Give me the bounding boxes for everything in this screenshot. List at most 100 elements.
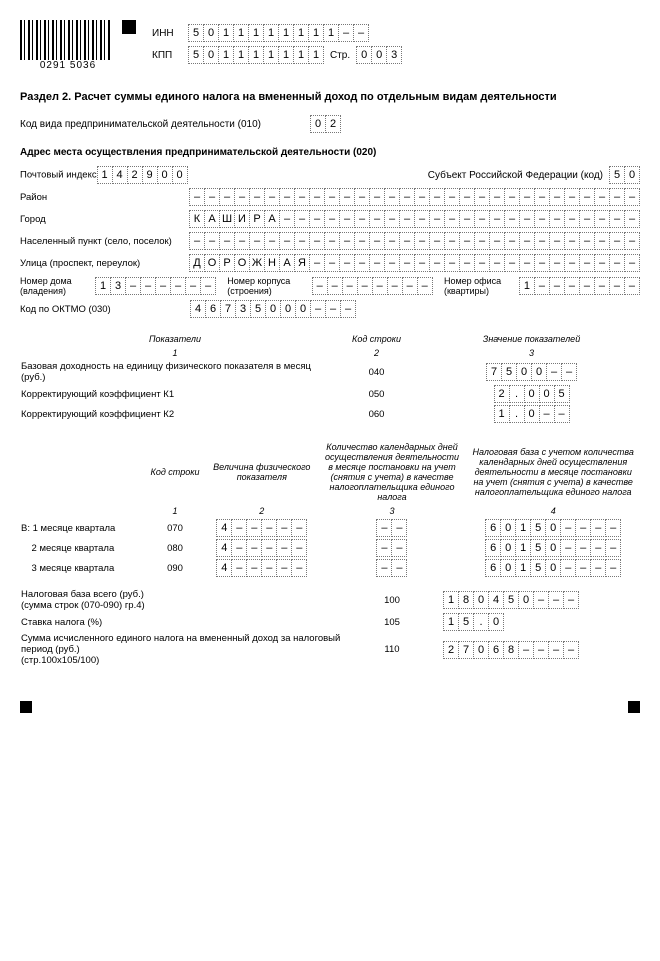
line-code: 060 xyxy=(330,404,423,424)
cell: 0 xyxy=(517,363,532,381)
cell: 1 xyxy=(279,24,294,42)
cell: – xyxy=(376,539,392,557)
oktmo-label: Код по ОКТМО (030) xyxy=(20,304,190,315)
cell: – xyxy=(126,277,141,295)
cell: – xyxy=(580,277,595,295)
cell: А xyxy=(280,254,295,272)
cell: – xyxy=(550,188,565,206)
cell: 5 xyxy=(188,46,204,64)
line-code: 080 xyxy=(144,538,206,558)
cell: – xyxy=(310,210,325,228)
cell: 5 xyxy=(251,300,266,318)
cell: 1 xyxy=(494,405,510,423)
cell: – xyxy=(606,539,621,557)
cell: – xyxy=(460,210,475,228)
cell: – xyxy=(576,519,591,537)
cell: – xyxy=(325,254,340,272)
cell: – xyxy=(576,559,591,577)
cell: 5 xyxy=(609,166,625,184)
cell: 8 xyxy=(504,641,519,659)
cell: – xyxy=(262,559,277,577)
cell: 0 xyxy=(281,300,296,318)
cell: 0 xyxy=(625,166,640,184)
cell: – xyxy=(277,519,292,537)
cell: 1 xyxy=(219,46,234,64)
cell: – xyxy=(400,188,415,206)
barcode: 0291 5036 xyxy=(20,20,116,71)
cell: 1 xyxy=(516,519,531,537)
cell: – xyxy=(561,539,576,557)
cell: – xyxy=(220,232,235,250)
cell: – xyxy=(232,559,247,577)
cell: – xyxy=(392,559,407,577)
cell: – xyxy=(340,232,355,250)
table-months: Код строкиВеличина физического показател… xyxy=(20,440,640,578)
cell: Н xyxy=(265,254,280,272)
cell: 0 xyxy=(546,539,561,557)
cell: 1 xyxy=(324,24,339,42)
cell: – xyxy=(340,254,355,272)
days-cells: –– xyxy=(376,539,407,557)
cell: – xyxy=(576,539,591,557)
cell: – xyxy=(292,539,307,557)
cell: 6 xyxy=(485,539,501,557)
cell: – xyxy=(376,559,392,577)
cell: 6 xyxy=(485,559,501,577)
cell: – xyxy=(445,232,460,250)
cell: – xyxy=(265,188,280,206)
cell: 1 xyxy=(95,277,111,295)
cell: – xyxy=(358,277,373,295)
cell: О xyxy=(235,254,250,272)
cell: – xyxy=(341,300,356,318)
base-cells: 60150–––– xyxy=(485,559,621,577)
cell: – xyxy=(550,232,565,250)
cell: – xyxy=(403,277,418,295)
city-cells: КАШИРА–––––––––––––––––––––––– xyxy=(189,210,640,228)
cell: – xyxy=(156,277,171,295)
cell: – xyxy=(400,254,415,272)
subject-cells: 50 xyxy=(609,166,640,184)
cell: – xyxy=(475,232,490,250)
oktmo-cells: 46735000––– xyxy=(190,300,356,318)
line-code: 110 xyxy=(361,632,423,667)
total-label: Налоговая база всего (руб.) (сумма строк… xyxy=(20,588,361,612)
cell: – xyxy=(292,519,307,537)
cell: А xyxy=(205,210,220,228)
cell: – xyxy=(415,232,430,250)
table-row: Сумма исчисленного единого налога на вме… xyxy=(20,632,640,667)
cell: – xyxy=(460,188,475,206)
cell: – xyxy=(520,188,535,206)
cell: 4 xyxy=(190,300,206,318)
cell: – xyxy=(310,188,325,206)
cell: 1 xyxy=(249,24,264,42)
cell: – xyxy=(610,188,625,206)
cell: 0 xyxy=(310,115,326,133)
table-row: Корректирующий коэффициент К20601.0–– xyxy=(20,404,640,424)
phys-cells: 4––––– xyxy=(216,559,307,577)
office-cells: 1––––––– xyxy=(519,277,640,295)
month-label: 2 месяце квартала xyxy=(20,538,144,558)
cell: – xyxy=(385,188,400,206)
korpus-label: Номер корпуса (строения) xyxy=(227,276,311,296)
table-totals: Налоговая база всего (руб.) (сумма строк… xyxy=(20,588,640,667)
phys-cells: 4––––– xyxy=(216,519,307,537)
cell: – xyxy=(550,277,565,295)
cell: К xyxy=(189,210,205,228)
cell: – xyxy=(460,254,475,272)
cell: – xyxy=(535,277,550,295)
total-label: Сумма исчисленного единого налога на вме… xyxy=(20,632,361,667)
cell: – xyxy=(415,210,430,228)
cell: 4 xyxy=(216,559,232,577)
cell: – xyxy=(460,232,475,250)
cell: – xyxy=(505,188,520,206)
cell: 0 xyxy=(546,519,561,537)
cell: 3 xyxy=(387,46,402,64)
cell: Ж xyxy=(250,254,265,272)
cell: 0 xyxy=(356,46,372,64)
month-label: 3 месяце квартала xyxy=(20,558,144,578)
cell: 5 xyxy=(531,539,546,557)
cell: 0 xyxy=(501,519,516,537)
cell: 2 xyxy=(326,115,341,133)
indicator-label: Корректирующий коэффициент К1 xyxy=(20,384,330,404)
korpus-cells: –––––––– xyxy=(312,277,433,295)
